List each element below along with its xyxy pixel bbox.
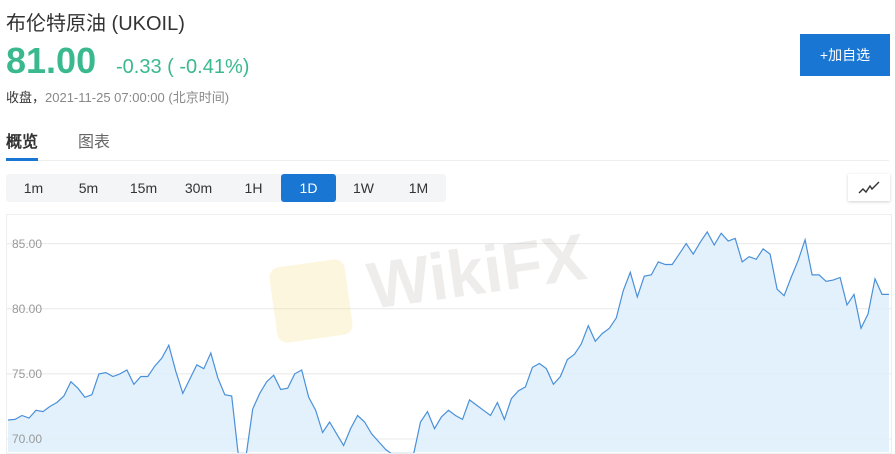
chart-type-button[interactable] bbox=[848, 174, 890, 201]
price-line bbox=[7, 230, 889, 453]
period-30m[interactable]: 30m bbox=[184, 180, 213, 196]
period-1mo[interactable]: 1M bbox=[408, 180, 429, 196]
period-1d[interactable]: 1D bbox=[281, 174, 336, 202]
tab-overview[interactable]: 概览 bbox=[6, 128, 39, 161]
price-change: -0.33 ( -0.41%) bbox=[116, 56, 250, 78]
period-1w[interactable]: 1W bbox=[353, 180, 374, 196]
y-tick-label: 75.00 bbox=[12, 366, 43, 381]
chart-svg bbox=[7, 230, 891, 453]
period-selector: 1m 5m 15m 30m 1H 1D 1W 1M bbox=[6, 174, 446, 202]
line-chart-icon bbox=[858, 181, 880, 193]
y-tick-label: 80.00 bbox=[12, 301, 43, 316]
price-chart: WikiFX 70.00 75.00 80.00 85.00 bbox=[6, 214, 892, 454]
tab-bar: 概览 图表 bbox=[6, 128, 889, 161]
close-status: 收盘，2021-11-25 07:00:00 (北京时间) bbox=[6, 87, 229, 106]
instrument-title: 布伦特原油 (UKOIL) bbox=[6, 13, 185, 35]
period-15m[interactable]: 15m bbox=[129, 180, 158, 196]
tab-chart[interactable]: 图表 bbox=[78, 134, 111, 151]
y-tick-label: 85.00 bbox=[12, 236, 43, 251]
area-fill bbox=[8, 231, 889, 453]
y-tick-label: 70.00 bbox=[12, 431, 43, 446]
watermark-logo bbox=[268, 258, 354, 344]
period-1m[interactable]: 1m bbox=[23, 180, 44, 196]
period-5m[interactable]: 5m bbox=[78, 180, 99, 196]
timestamp: 2021-11-25 07:00:00 (北京时间) bbox=[45, 90, 230, 105]
add-to-watchlist-button[interactable]: +加自选 bbox=[800, 34, 890, 76]
status-label: 收盘， bbox=[6, 90, 46, 105]
period-1h[interactable]: 1H bbox=[244, 180, 263, 196]
current-price: 81.00 bbox=[6, 40, 97, 81]
